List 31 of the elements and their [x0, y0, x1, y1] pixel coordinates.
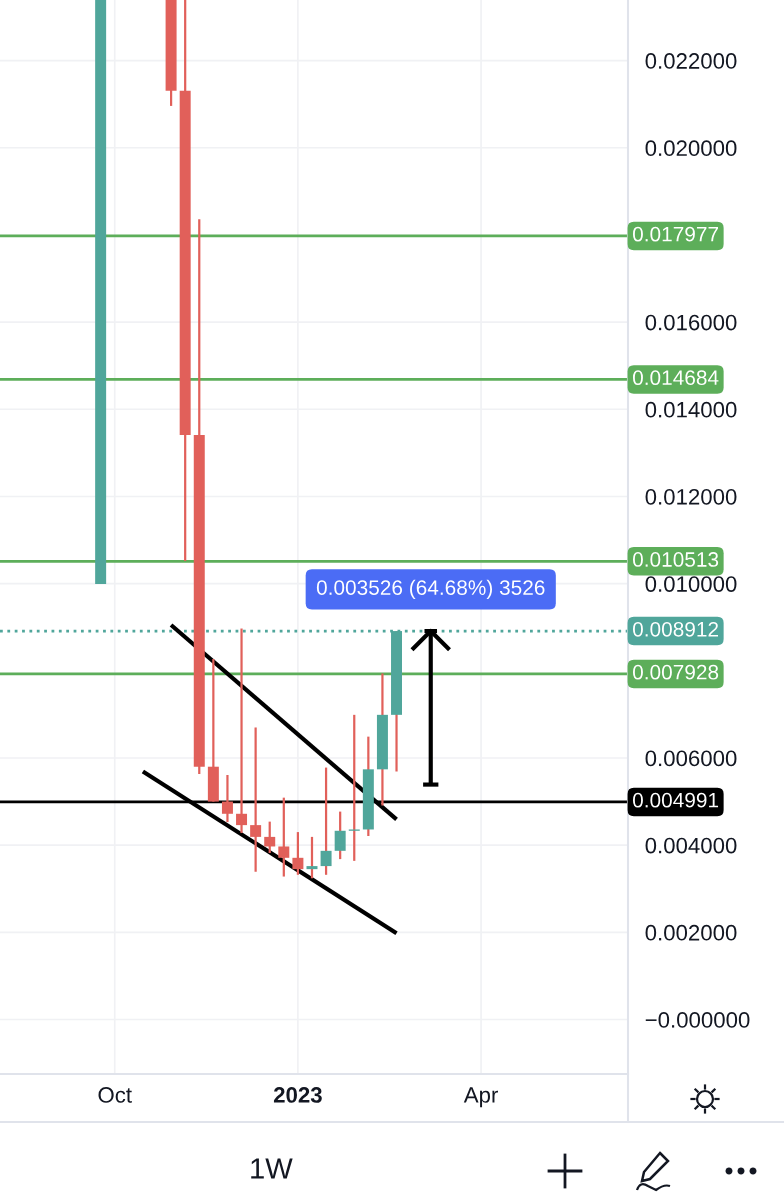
ref-line-label: 0.014684 [632, 370, 719, 386]
ref-line-label: 0.008912 [632, 621, 719, 637]
y-tick-label: 0.022000 [645, 53, 737, 69]
y-tick-label: 0.004000 [645, 837, 737, 854]
y-tick-label: 0.016000 [645, 314, 737, 331]
annotation: 0.003526 (64.68%) 3526 [316, 579, 545, 600]
candlestick [278, 796, 290, 878]
candlestick [334, 810, 346, 861]
candlestick [250, 726, 262, 873]
y-tick-label: −0.000000 [645, 1012, 750, 1028]
y-tick-label: 0.014000 [645, 401, 737, 418]
text: 1W [251, 1158, 293, 1179]
candlestick [348, 713, 360, 862]
y-tick-label: 0.010000 [645, 576, 737, 592]
ref-line-label: 0.010513 [632, 552, 719, 567]
ref-line-label: 0.007928 [632, 664, 719, 680]
candlestick [221, 773, 233, 824]
candlestick [236, 627, 248, 835]
y-tick-label: 0.012000 [645, 489, 737, 505]
y-tick-label: 0.020000 [645, 140, 737, 157]
y-tick-label: 0.006000 [645, 750, 737, 767]
candlestick [306, 835, 318, 880]
candlestick [292, 830, 304, 876]
candlestick [264, 820, 276, 855]
x-tick-label: Oct [98, 1087, 132, 1103]
ref-line-label: 0.004991 [632, 792, 719, 808]
candlestick [320, 766, 332, 876]
x-tick-label: 2023 [273, 1087, 322, 1103]
y-tick-label: 0.002000 [645, 924, 737, 941]
x-tick-label: Apr [463, 1087, 498, 1108]
ref-line-label: 0.017977 [632, 226, 719, 242]
